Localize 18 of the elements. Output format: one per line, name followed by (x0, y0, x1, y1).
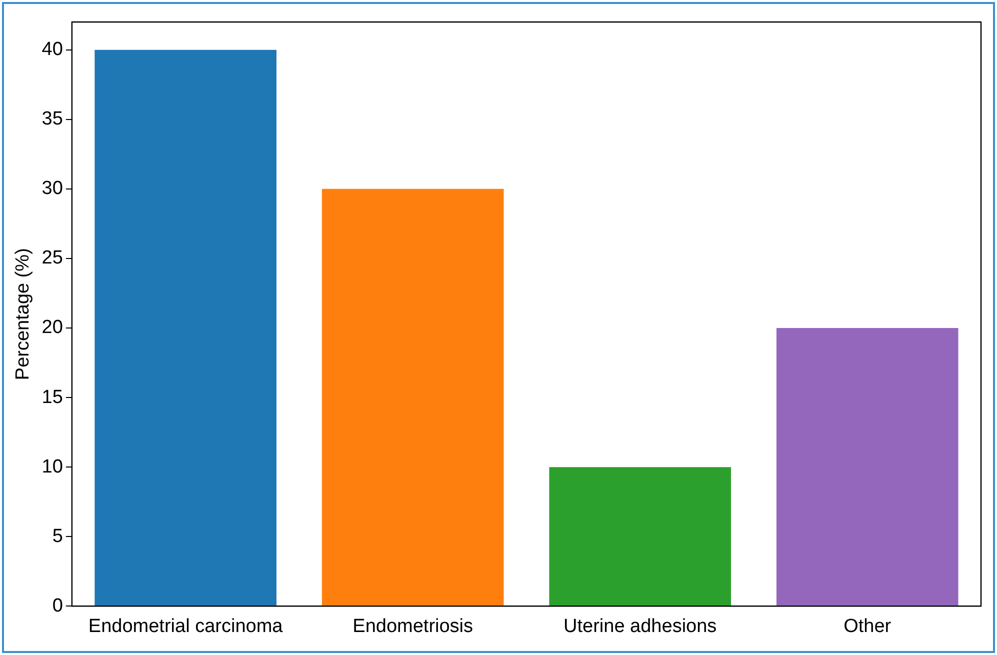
x-tick-label: Other (844, 616, 892, 637)
y-tick-label: 5 (52, 526, 63, 547)
bar (94, 50, 276, 606)
bar (322, 188, 504, 606)
x-tick-label: Endometriosis (352, 616, 474, 637)
x-tick-label: Uterine adhesions (564, 616, 717, 637)
y-tick-label: 25 (42, 248, 63, 269)
y-tick-label: 30 (42, 178, 63, 200)
y-tick-label: 10 (42, 456, 63, 478)
bar (776, 328, 958, 606)
y-tick-label: 20 (42, 317, 63, 338)
y-tick-label: 40 (42, 39, 63, 60)
y-tick-label: 0 (52, 595, 63, 616)
y-axis-title: Percentage (%) (12, 248, 34, 380)
y-tick-label: 15 (42, 386, 63, 408)
bar (549, 467, 732, 606)
y-tick-label: 35 (42, 108, 63, 130)
x-tick-label: Endometrial carcinoma (88, 616, 284, 637)
